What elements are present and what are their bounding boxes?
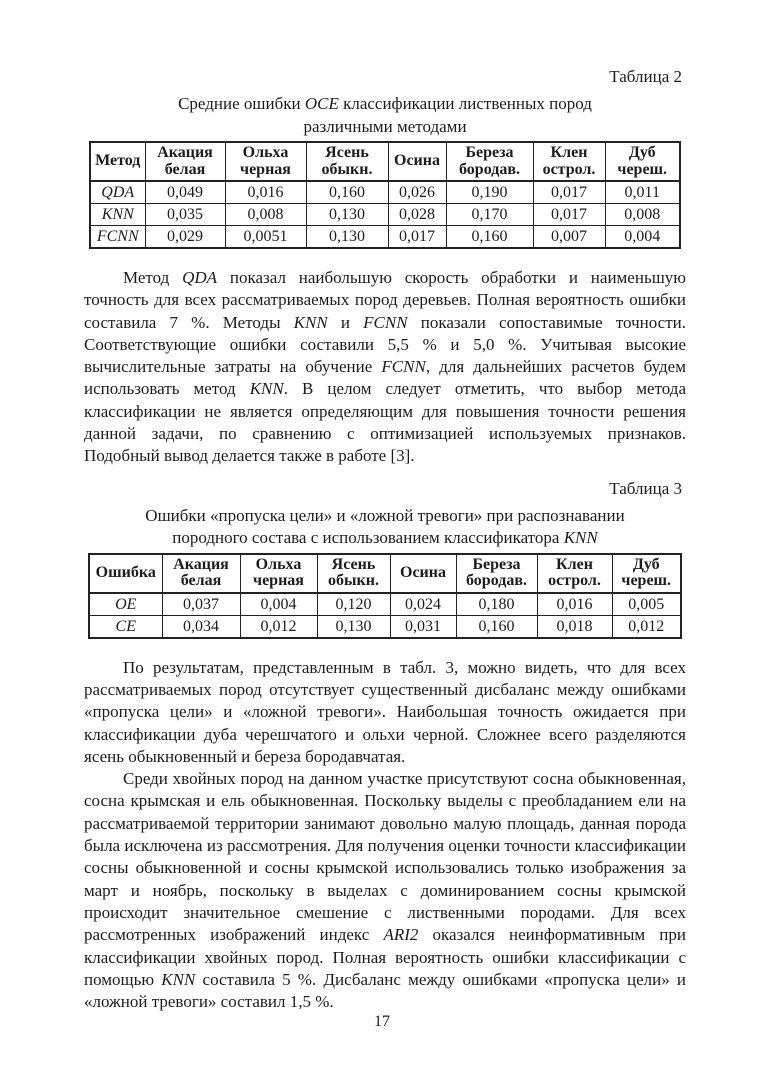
table2-header-cell: Акация белая	[144, 141, 226, 182]
table-cell: 0,004	[604, 225, 681, 249]
table-cell: 0,029	[144, 225, 226, 249]
table2-header-cell: Дуб череш.	[604, 141, 681, 182]
table3-row-oe: OE 0,037 0,004 0,120 0,024 0,180 0,016 0…	[88, 592, 682, 616]
table-cell: 0,011	[604, 180, 681, 204]
document-content: Таблица 2 Средние ошибки OCE классификац…	[84, 66, 686, 1013]
table-cell: 0,037	[161, 592, 241, 616]
table-cell: 0,024	[389, 592, 457, 616]
table3-header-cell: Дуб череш.	[611, 553, 682, 594]
table2-header-row: Метод Акация белая Ольха черная Ясень об…	[89, 141, 681, 182]
table-cell: 0,008	[604, 203, 681, 226]
table-cell: 0,017	[532, 203, 606, 226]
method-cell: FCNN	[89, 225, 146, 249]
table-cell: 0,031	[389, 614, 457, 639]
table3-header-cell: Клен острол.	[536, 553, 613, 594]
table-cell: 0,034	[161, 614, 241, 639]
table-cell: 0,012	[611, 614, 682, 639]
table2-header-cell: Береза бородав.	[445, 141, 534, 182]
paragraph-conifer-species: Среди хвойных пород на данном участке пр…	[84, 769, 686, 1012]
table2-title-line2: различными методами	[303, 116, 467, 136]
table-cell: 0,016	[224, 180, 307, 204]
table-cell: 0,005	[611, 592, 682, 616]
table-cell: 0,170	[445, 203, 534, 226]
table3-title-line2: породного состава с использованием класс…	[172, 528, 598, 548]
table3-header-cell: Ясень обыкн.	[316, 553, 391, 594]
table3-caption: Таблица 3	[609, 478, 682, 498]
table2-methods-errors: Метод Акация белая Ольха черная Ясень об…	[89, 141, 681, 249]
table-cell: 0,012	[239, 614, 318, 639]
table3-header-cell: Ошибка	[88, 553, 163, 594]
table-cell: 0,035	[144, 203, 226, 226]
table2-row-knn: KNN 0,035 0,008 0,130 0,028 0,170 0,017 …	[89, 203, 681, 226]
method-cell: QDA	[89, 180, 146, 204]
table2-header-cell: Клен острол.	[532, 141, 606, 182]
table3-oe-ce-errors: Ошибка Акация белая Ольха черная Ясень о…	[88, 552, 682, 639]
error-type-cell: CE	[88, 614, 163, 639]
table-cell: 0,004	[239, 592, 318, 616]
table-cell: 0,0051	[224, 225, 307, 249]
table-cell: 0,190	[445, 180, 534, 204]
table2-row-qda: QDA 0,049 0,016 0,160 0,026 0,190 0,017 …	[89, 180, 681, 204]
table3-header-cell: Акация белая	[161, 553, 241, 594]
page-number: 17	[374, 1013, 390, 1030]
table3-title-line1: Ошибки «пропуска цели» и «ложной тревоги…	[145, 505, 625, 525]
table3-title: Ошибки «пропуска цели» и «ложной тревоги…	[84, 505, 686, 550]
table-cell: 0,160	[445, 225, 534, 249]
table-cell: 0,120	[316, 592, 391, 616]
table-cell: 0,160	[455, 614, 538, 639]
table-cell: 0,017	[532, 180, 606, 204]
table-cell: 0,028	[387, 203, 447, 226]
table2-header-cell: Метод	[89, 141, 146, 182]
table2-header-cell: Ясень обыкн.	[305, 141, 389, 182]
table-cell: 0,018	[536, 614, 613, 639]
table2-header-cell: Осина	[387, 141, 447, 182]
table-cell: 0,130	[305, 225, 389, 249]
table-cell: 0,130	[305, 203, 389, 226]
table3-row-ce: CE 0,034 0,012 0,130 0,031 0,160 0,018 0…	[88, 614, 682, 639]
table-cell: 0,160	[305, 180, 389, 204]
paragraph-methods-comparison: Метод QDA показал наибольшую скорость об…	[84, 268, 686, 466]
table3-header-cell: Осина	[389, 553, 457, 594]
method-cell: KNN	[89, 203, 146, 226]
table-cell: 0,180	[455, 592, 538, 616]
table-cell: 0,049	[144, 180, 226, 204]
error-type-cell: OE	[88, 592, 163, 616]
table2-caption: Таблица 2	[609, 67, 682, 86]
table-cell: 0,026	[387, 180, 447, 204]
table-cell: 0,016	[536, 592, 613, 616]
table2-row-fcnn: FCNN 0,029 0,0051 0,130 0,017 0,160 0,00…	[89, 225, 681, 249]
table2-title-line1: Средние ошибки OCE классификации листвен…	[178, 94, 592, 113]
table-cell: 0,008	[224, 203, 307, 226]
table3-header-cell: Береза бородав.	[455, 553, 538, 594]
table-cell: 0,017	[387, 225, 447, 249]
table2-header-cell: Ольха черная	[224, 141, 307, 182]
paragraph-table3-results: По результатам, представленным в табл. 3…	[84, 657, 686, 766]
table-cell: 0,007	[532, 225, 606, 249]
table2-title: Средние ошибки OCE классификации листвен…	[84, 93, 686, 138]
table-cell: 0,130	[316, 614, 391, 639]
table3-header-cell: Ольха черная	[239, 553, 318, 594]
table3-header-row: Ошибка Акация белая Ольха черная Ясень о…	[88, 553, 682, 594]
